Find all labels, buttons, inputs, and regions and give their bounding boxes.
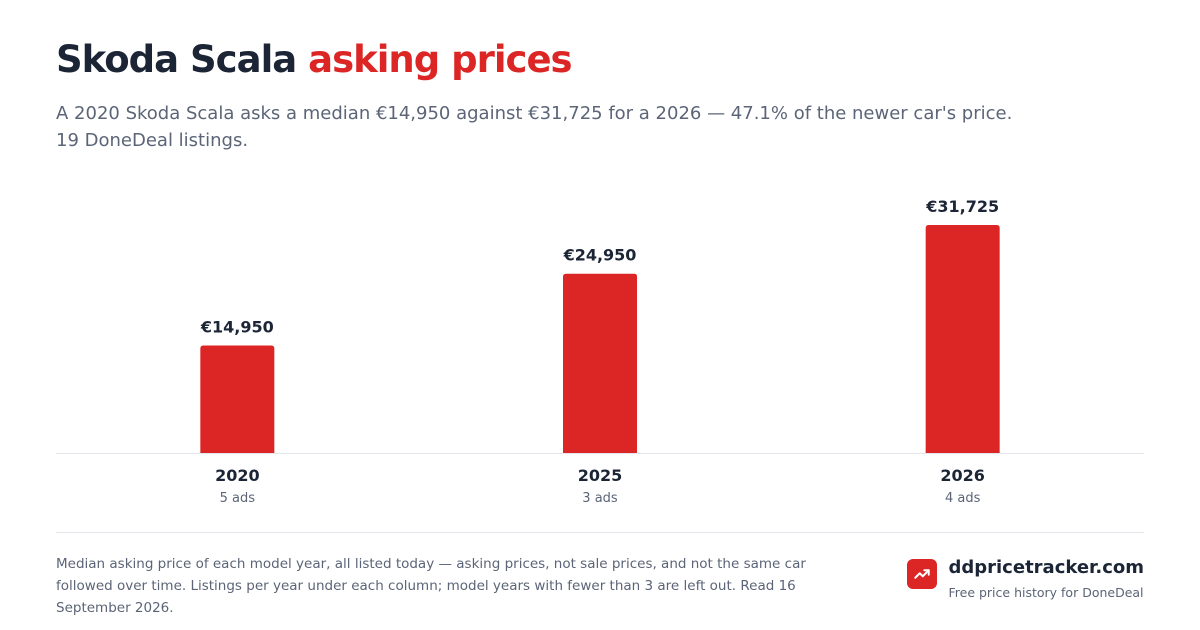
category-label-2025: 2025	[578, 466, 623, 485]
ads-count-2025: 3 ads	[582, 491, 618, 506]
brand-tagline: Free price history for DoneDeal	[948, 585, 1144, 600]
trending-up-icon	[907, 559, 938, 589]
title-main: Skoda Scala	[56, 38, 297, 81]
value-label-2026: €31,725	[925, 197, 999, 216]
brand: ddpricetracker.com Free price history fo…	[907, 557, 1144, 600]
category-label-2020: 2020	[215, 466, 260, 485]
footnote: Median asking price of each model year, …	[56, 556, 806, 616]
bar-2026	[925, 225, 1000, 453]
value-label-2020: €14,950	[200, 318, 274, 337]
ads-count-2020: 5 ads	[220, 491, 256, 506]
ads-count-2026: 4 ads	[945, 491, 981, 506]
bar-2020	[200, 345, 275, 453]
brand-name: ddpricetracker.com	[948, 557, 1144, 578]
category-label-2026: 2026	[940, 466, 985, 485]
footer-divider	[56, 532, 1144, 533]
bar-chart: €14,950 2020 5 ads €24,950 2025 3 ads €31,725 2…	[56, 197, 1144, 506]
bar-2025	[563, 273, 637, 453]
page-title: Skoda Scala asking prices	[56, 38, 573, 81]
value-label-2025: €24,950	[563, 246, 637, 265]
title-accent: asking prices	[308, 38, 572, 81]
page-subtitle: A 2020 Skoda Scala asks a median €14,950…	[56, 103, 1013, 151]
